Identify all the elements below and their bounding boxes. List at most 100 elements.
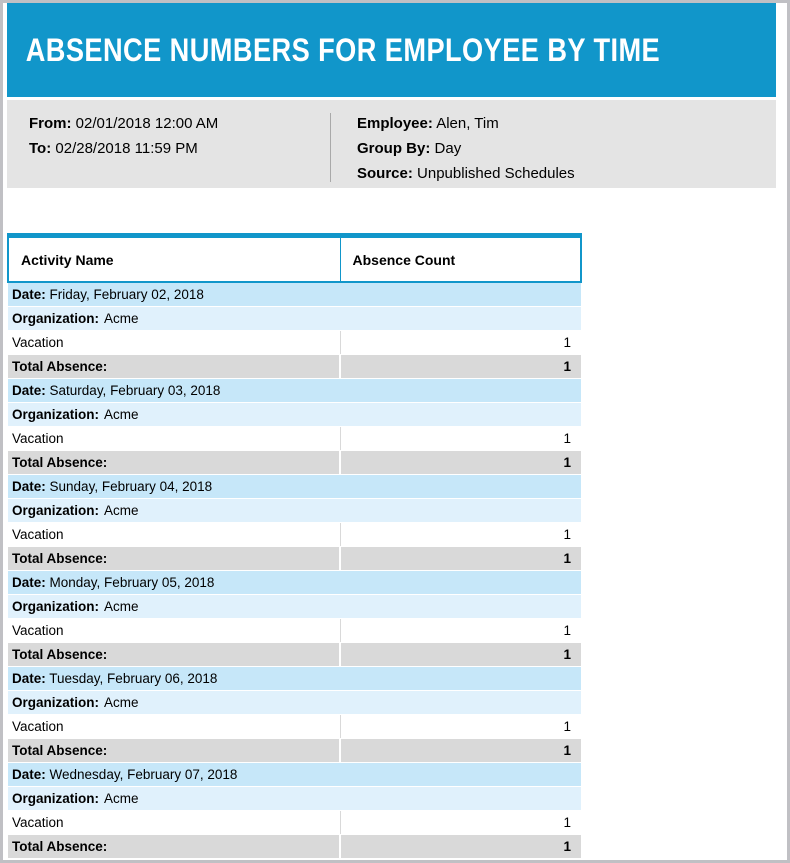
from-label: From:	[29, 115, 72, 132]
date-group-row: Date: Wednesday, February 07, 2018	[8, 762, 581, 787]
activity-name-cell: Vacation	[8, 522, 340, 547]
date-group-row: Date: Saturday, February 03, 2018	[8, 378, 581, 403]
date-label: Date:	[12, 575, 46, 590]
total-absence-label-cell: Total Absence:	[8, 738, 340, 763]
date-value: Wednesday, February 07, 2018	[49, 767, 238, 782]
date-label: Date:	[12, 479, 46, 494]
activity-row: Vacation 1	[8, 426, 581, 451]
total-absence-value-cell: 1	[339, 546, 581, 571]
activity-row: Vacation 1	[8, 618, 581, 643]
absence-count-cell: 1	[339, 426, 581, 451]
organization-cell: Organization: Acme	[8, 786, 581, 811]
date-value: Sunday, February 04, 2018	[49, 479, 213, 494]
date-cell: Date: Friday, February 02, 2018	[8, 282, 581, 307]
activity-row: Vacation 1	[8, 330, 581, 355]
date-group-row: Date: Tuesday, February 06, 2018	[8, 666, 581, 691]
report-header-band: ABSENCE NUMBERS FOR EMPLOYEE BY TIME	[7, 3, 776, 97]
source-label: Source:	[357, 165, 413, 182]
total-absence-label-cell: Total Absence:	[8, 450, 340, 475]
parameters-details: Employee: Alen, Tim Group By: Day Source…	[331, 111, 575, 188]
vertical-divider	[330, 113, 331, 182]
organization-group-row: Organization: Acme	[8, 690, 581, 715]
from-value: 02/01/2018 12:00 AM	[75, 115, 219, 132]
column-header-absence-count: Absence Count	[339, 233, 582, 283]
date-label: Date:	[12, 767, 46, 782]
organization-cell: Organization: Acme	[8, 690, 581, 715]
organization-value: Acme	[104, 407, 139, 422]
organization-label: Organization:	[12, 407, 99, 422]
organization-cell: Organization: Acme	[8, 594, 581, 619]
activity-row: Vacation 1	[8, 522, 581, 547]
organization-label: Organization:	[12, 695, 99, 710]
activity-row: Vacation 1	[8, 714, 581, 739]
organization-label: Organization:	[12, 791, 99, 806]
report-content: ABSENCE NUMBERS FOR EMPLOYEE BY TIME Fro…	[7, 3, 776, 859]
total-absence-value-cell: 1	[339, 834, 581, 859]
absence-count-cell: 1	[339, 810, 581, 835]
activity-name-cell: Vacation	[8, 810, 340, 835]
to-label: To:	[29, 140, 52, 157]
date-cell: Date: Tuesday, February 06, 2018	[8, 666, 581, 691]
source-value: Unpublished Schedules	[417, 165, 575, 182]
total-absence-row: Total Absence: 1	[8, 546, 581, 571]
activity-name-cell: Vacation	[8, 618, 340, 643]
group-by-label: Group By:	[357, 140, 431, 157]
table-header-row: Activity Name Absence Count	[7, 233, 582, 283]
total-absence-label-cell: Total Absence:	[8, 546, 340, 571]
date-cell: Date: Monday, February 05, 2018	[8, 570, 581, 595]
date-cell: Date: Sunday, February 04, 2018	[8, 474, 581, 499]
group-by-row: Group By: Day	[357, 136, 575, 161]
total-absence-value-cell: 1	[339, 450, 581, 475]
date-group-row: Date: Monday, February 05, 2018	[8, 570, 581, 595]
total-absence-label-cell: Total Absence:	[8, 642, 340, 667]
organization-group-row: Organization: Acme	[8, 498, 581, 523]
employee-row: Employee: Alen, Tim	[357, 111, 575, 136]
organization-group-row: Organization: Acme	[8, 786, 581, 811]
total-absence-value-cell: 1	[339, 354, 581, 379]
employee-value: Alen, Tim	[436, 115, 499, 132]
absence-count-cell: 1	[339, 618, 581, 643]
activity-name-cell: Vacation	[8, 714, 340, 739]
total-absence-row: Total Absence: 1	[8, 354, 581, 379]
organization-cell: Organization: Acme	[8, 402, 581, 427]
organization-value: Acme	[104, 503, 139, 518]
organization-label: Organization:	[12, 503, 99, 518]
date-value: Friday, February 02, 2018	[49, 287, 204, 302]
date-cell: Date: Wednesday, February 07, 2018	[8, 762, 581, 787]
from-row: From: 02/01/2018 12:00 AM	[29, 111, 330, 136]
date-label: Date:	[12, 671, 46, 686]
date-group-row: Date: Sunday, February 04, 2018	[8, 474, 581, 499]
organization-cell: Organization: Acme	[8, 306, 581, 331]
organization-value: Acme	[104, 695, 139, 710]
to-value: 02/28/2018 11:59 PM	[55, 140, 198, 157]
total-absence-row: Total Absence: 1	[8, 450, 581, 475]
employee-label: Employee:	[357, 115, 433, 132]
report-parameters: From: 02/01/2018 12:00 AM To: 02/28/2018…	[7, 100, 776, 188]
group-by-value: Day	[434, 140, 462, 157]
total-absence-row: Total Absence: 1	[8, 834, 581, 859]
date-group-row: Date: Friday, February 02, 2018	[8, 282, 581, 307]
date-value: Saturday, February 03, 2018	[49, 383, 221, 398]
organization-value: Acme	[104, 311, 139, 326]
absence-table: Activity Name Absence Count Date: Friday…	[7, 233, 582, 859]
total-absence-row: Total Absence: 1	[8, 642, 581, 667]
activity-name-cell: Vacation	[8, 426, 340, 451]
organization-label: Organization:	[12, 311, 99, 326]
organization-group-row: Organization: Acme	[8, 402, 581, 427]
to-row: To: 02/28/2018 11:59 PM	[29, 136, 330, 161]
organization-group-row: Organization: Acme	[8, 594, 581, 619]
date-value: Monday, February 05, 2018	[49, 575, 215, 590]
date-label: Date:	[12, 287, 46, 302]
parameters-date-range: From: 02/01/2018 12:00 AM To: 02/28/2018…	[7, 111, 330, 188]
absence-count-cell: 1	[339, 714, 581, 739]
column-header-activity-name: Activity Name	[7, 233, 340, 283]
organization-group-row: Organization: Acme	[8, 306, 581, 331]
date-label: Date:	[12, 383, 46, 398]
activity-name-cell: Vacation	[8, 330, 340, 355]
source-row: Source: Unpublished Schedules	[357, 161, 575, 186]
total-absence-value-cell: 1	[339, 738, 581, 763]
organization-label: Organization:	[12, 599, 99, 614]
date-value: Tuesday, February 06, 2018	[49, 671, 218, 686]
absence-count-cell: 1	[339, 522, 581, 547]
